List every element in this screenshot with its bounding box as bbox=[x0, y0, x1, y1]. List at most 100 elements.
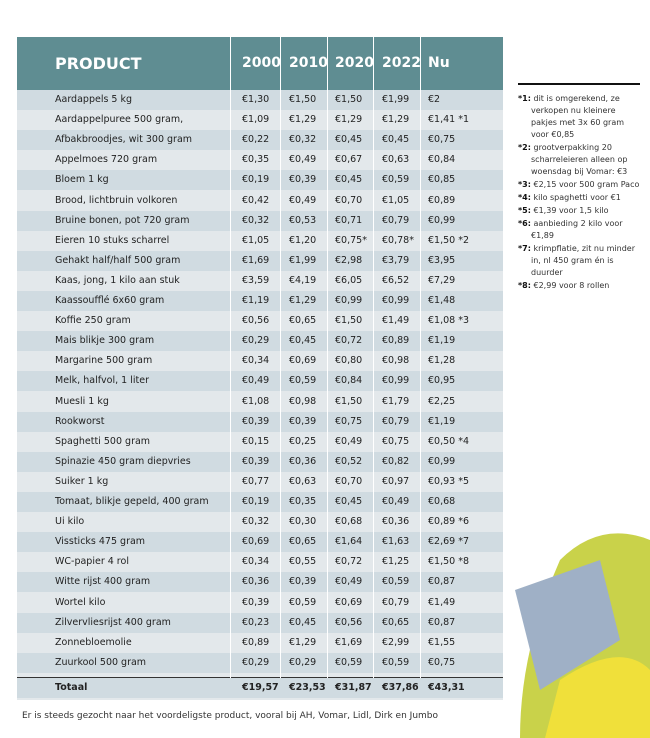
footnote-text: aanbieding 2 kilo voor €1,89 bbox=[531, 219, 623, 240]
table-cell: €0,36 bbox=[289, 455, 317, 467]
table-cell: €0,56 bbox=[242, 315, 270, 327]
footnote-text: kilo spaghetti voor €1 bbox=[533, 193, 621, 202]
table-cell: €0,39 bbox=[242, 596, 270, 608]
table-cell: €0,25 bbox=[289, 435, 317, 447]
table-row: Gehakt half/half 500 gram €1,69 €1,99 €2,98… bbox=[17, 250, 503, 271]
table-cell: Zonnebloemolie bbox=[55, 636, 132, 648]
header-cell: 2000 bbox=[242, 55, 281, 71]
table-row: Witte rijst 400 gram €0,36 €0,39 €0,49 €0,59… bbox=[17, 572, 503, 593]
table-cell: €1,29 bbox=[335, 114, 363, 126]
table-cell: €0,49 bbox=[382, 496, 410, 507]
table-cell: Spaghetti 500 gram bbox=[55, 435, 151, 447]
total-cell: Totaal bbox=[55, 681, 88, 693]
table-cell: €2,99 bbox=[382, 636, 410, 648]
table-cell: €0,49 bbox=[289, 154, 317, 166]
table-cell: €0,63 bbox=[289, 475, 317, 487]
table-row: Kaas, jong, 1 kilo aan stuk €3,59 €4,19 €6,… bbox=[17, 270, 503, 291]
table-row: Spaghetti 500 gram €0,15 €0,25 €0,49 €0,75 €0… bbox=[17, 431, 503, 452]
table-cell: €0,36 bbox=[382, 516, 410, 528]
table-cell: Spinazie 450 gram diepvries bbox=[55, 455, 191, 467]
table-cell: €0,99 bbox=[428, 455, 456, 467]
table-cell: €0,65 bbox=[289, 315, 317, 327]
header-cell: Nu bbox=[428, 55, 450, 71]
table-row: Kaassoufflé 6x60 gram €1,19 €1,29 €0,99 €0,9… bbox=[17, 291, 503, 311]
total-row: Totaal €19,57 €23,53 €31,87 €37,86 €43,31 bbox=[17, 676, 503, 698]
table-row: Margarine 500 gram €0,34 €0,69 €0,80 €0,98 €1… bbox=[17, 351, 503, 372]
footnote-text: grootverpakking 20 scharreleieren alleen… bbox=[531, 143, 628, 176]
table-cell: €1,25 bbox=[382, 556, 410, 568]
table-cell: €0,45 bbox=[335, 174, 363, 186]
table-cell: €0,79 bbox=[382, 596, 410, 608]
table-header: PRODUCT 2000 2010 2020 2022 Nu bbox=[17, 37, 503, 90]
table-cell: €1,49 bbox=[428, 596, 456, 608]
table-cell: €0,32 bbox=[289, 134, 317, 146]
table-cell: €0,72 bbox=[335, 556, 363, 568]
table-cell: €0,35 bbox=[289, 496, 317, 507]
table-cell: €0,59 bbox=[382, 656, 410, 668]
table-cell: €0,98 bbox=[289, 395, 317, 407]
table-cell: €1,79 bbox=[382, 395, 410, 407]
table-cell: €0,75 bbox=[428, 134, 456, 146]
table-cell: €0,34 bbox=[242, 355, 270, 367]
header-cell: 2022 bbox=[382, 55, 421, 71]
footnote: *6: aanbieding 2 kilo voor €1,89 bbox=[518, 218, 640, 242]
footnote-text: dit is omgerekend, ze verkopen nu kleine… bbox=[531, 94, 625, 139]
table-cell: €0,50 *4 bbox=[428, 435, 470, 447]
table-cell: €1,29 bbox=[289, 295, 317, 306]
table-cell: €0,19 bbox=[242, 496, 270, 507]
table-cell: €1,50 bbox=[335, 395, 363, 407]
column-divider bbox=[280, 37, 281, 678]
table-cell: €0,65 bbox=[289, 536, 317, 548]
total-cell: €37,86 bbox=[382, 681, 419, 693]
footnote-marker: *2: bbox=[518, 143, 531, 152]
footnote-text: krimpflatie, zit nu minder in, nl 450 gr… bbox=[531, 244, 635, 277]
table-row: Brood, lichtbruin volkoren €0,42 €0,49 €0,7… bbox=[17, 190, 503, 211]
total-cell: €23,53 bbox=[289, 681, 326, 693]
table-row: Vissticks 475 gram €0,69 €0,65 €1,64 €1,63 €2… bbox=[17, 532, 503, 553]
table-row: Spinazie 450 gram diepvries €0,39 €0,36 €0,… bbox=[17, 451, 503, 472]
table-row: Eieren 10 stuks scharrel €1,05 €1,20 €0,75*… bbox=[17, 230, 503, 251]
table-cell: €1,20 bbox=[289, 234, 317, 246]
table-cell: €3,95 bbox=[428, 254, 456, 266]
table-row: WC-papier 4 rol €0,34 €0,55 €0,72 €1,25 €1,50… bbox=[17, 552, 503, 573]
table-cell: €0,89 bbox=[382, 335, 410, 347]
shape-block bbox=[515, 560, 620, 690]
table-cell: Koffie 250 gram bbox=[55, 315, 131, 327]
table-cell: €0,23 bbox=[242, 616, 270, 628]
table-cell: €7,29 bbox=[428, 274, 456, 286]
footnote: *2: grootverpakking 20 scharreleieren al… bbox=[518, 142, 640, 178]
table-cell: €0,49 bbox=[289, 194, 317, 206]
table-cell: €1,19 bbox=[428, 415, 456, 427]
table-cell: €2 bbox=[428, 94, 441, 105]
footnote-marker: *8: bbox=[518, 281, 531, 290]
table-cell: Wortel kilo bbox=[55, 596, 106, 608]
table-cell: Kaas, jong, 1 kilo aan stuk bbox=[55, 274, 180, 286]
table-cell: €1,28 bbox=[428, 355, 456, 367]
table-cell: €0,53 bbox=[289, 214, 317, 226]
footnote: *7: krimpflatie, zit nu minder in, nl 45… bbox=[518, 243, 640, 279]
footnote: *3: €2,15 voor 500 gram Paco bbox=[518, 179, 640, 191]
table-cell: Aardappelpuree 500 gram, bbox=[55, 114, 184, 126]
table-row: Zonnebloemolie €0,89 €1,29 €1,69 €2,99 €1,55 bbox=[17, 632, 503, 653]
table-cell: €0,82 bbox=[382, 455, 410, 467]
table-row: Appelmoes 720 gram €0,35 €0,49 €0,67 €0,63 €0… bbox=[17, 150, 503, 171]
table-row: Tomaat, blikje gepeld, 400 gram €0,19 €0,3… bbox=[17, 492, 503, 512]
total-cell: €43,31 bbox=[428, 681, 465, 693]
table-cell: €1,50 *2 bbox=[428, 234, 470, 246]
table-cell: Kaassoufflé 6x60 gram bbox=[55, 295, 165, 306]
table-cell: €0,84 bbox=[335, 375, 363, 387]
table-cell: €1,50 bbox=[335, 94, 363, 105]
table-cell: €0,87 bbox=[428, 616, 456, 628]
table-cell: €0,71 bbox=[335, 214, 363, 226]
table-cell: €0,75 bbox=[382, 435, 410, 447]
table-cell: €0,39 bbox=[242, 415, 270, 427]
table-cell: Bruine bonen, pot 720 gram bbox=[55, 214, 190, 226]
table-cell: €0,99 bbox=[382, 295, 410, 306]
footnote-text: €1,39 voor 1,5 kilo bbox=[533, 206, 609, 215]
table-cell: Brood, lichtbruin volkoren bbox=[55, 194, 178, 206]
table-cell: €0,32 bbox=[242, 516, 270, 528]
table-cell: €0,72 bbox=[335, 335, 363, 347]
footnote-marker: *5: bbox=[518, 206, 531, 215]
footnote: *4: kilo spaghetti voor €1 bbox=[518, 192, 640, 204]
column-divider bbox=[373, 37, 374, 678]
